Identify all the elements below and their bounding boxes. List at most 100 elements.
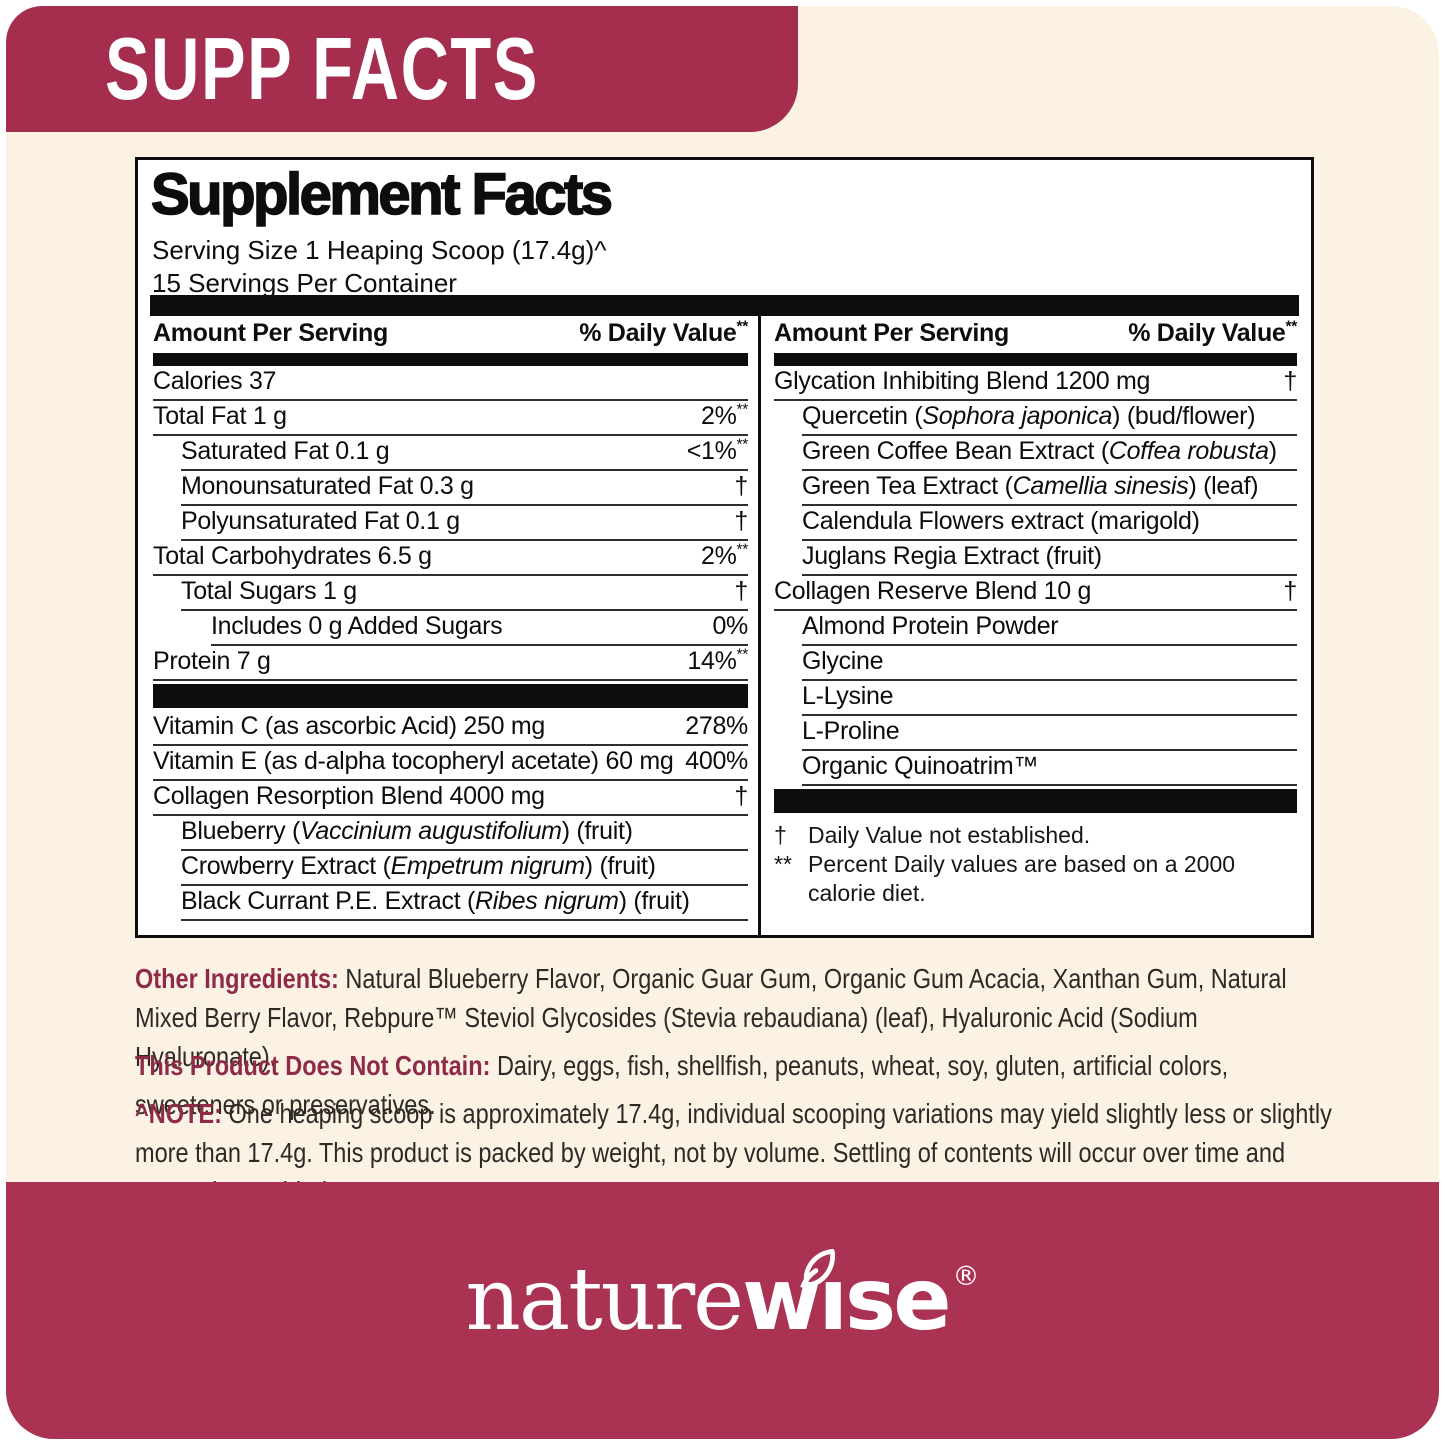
brand-light-text: nature: [465, 1250, 744, 1350]
table-row: Polyunsaturated Fat 0.1 g †: [181, 506, 748, 541]
footnotes: † Daily Value not established. ** Percent D…: [774, 821, 1297, 908]
daily-value: 278%: [685, 712, 748, 740]
other-ingredients-label: Other Ingredients:: [135, 963, 339, 994]
supp-facts-tab: SUPP FACTS: [6, 6, 798, 132]
table-row: Juglans Regia Extract (fruit): [802, 541, 1297, 576]
facts-column-left: Amount Per Serving % Daily Value** Calor…: [153, 316, 758, 935]
does-not-contain-paragraph: This Product Does Not Contain: Dairy, eg…: [135, 1046, 1335, 1124]
footnote-line: ** Percent Daily values are based on a 20…: [774, 850, 1297, 908]
header-divider-bar: [774, 353, 1297, 366]
ingredient-name: Vitamin C (as ascorbic Acid) 250 mg: [153, 712, 545, 740]
leaf-icon: [796, 1215, 843, 1305]
ingredient-name: Protein 7 g: [153, 647, 271, 675]
table-row: Total Carbohydrates 6.5 g 2%**: [153, 541, 748, 576]
tab-title: SUPP FACTS: [105, 19, 539, 118]
ingredient-name: Collagen Reserve Blend 10 g: [774, 577, 1092, 605]
table-row: Green Tea Extract (Camellia sinesis) (le…: [802, 471, 1297, 506]
does-not-contain-label: This Product Does Not Contain:: [135, 1050, 491, 1081]
section-divider-bar: [153, 684, 748, 708]
brand-band: naturewıse ®: [6, 1182, 1439, 1439]
ingredient-name: Crowberry Extract (Empetrum nigrum) (fru…: [181, 852, 656, 880]
daily-value: 0%: [712, 612, 748, 640]
supplement-facts-panel: Supplement Facts Serving Size 1 Heaping …: [135, 157, 1314, 938]
note-label: ^NOTE:: [135, 1098, 222, 1129]
ingredient-name: Vitamin E (as d-alpha tocopheryl acetate…: [153, 747, 674, 775]
facts-column-right: Amount Per Serving % Daily Value** Glyca…: [758, 316, 1301, 935]
amount-per-serving-header: Amount Per Serving: [153, 319, 388, 347]
table-row: Vitamin C (as ascorbic Acid) 250 mg 278%: [153, 711, 748, 746]
table-row: Quercetin (Sophora japonica) (bud/flower…: [802, 401, 1297, 436]
naturewise-logo: naturewıse ®: [465, 1248, 980, 1343]
ingredient-name: Organic Quinoatrim™: [802, 752, 1039, 780]
table-row: Blueberry (Vaccinium augustifolium) (fru…: [181, 816, 748, 851]
daily-value: †: [734, 472, 748, 500]
ingredient-name: L-Proline: [802, 717, 900, 745]
ingredient-name: Quercetin (Sophora japonica) (bud/flower…: [802, 402, 1256, 430]
label-card: SUPP FACTS Supplement Facts Serving Size…: [6, 6, 1439, 1439]
registered-mark: ®: [952, 1261, 980, 1292]
ingredient-name: Total Sugars 1 g: [181, 577, 357, 605]
facts-columns: Amount Per Serving % Daily Value** Calor…: [153, 316, 1301, 935]
daily-value: †: [1283, 577, 1297, 605]
footnote-line: † Daily Value not established.: [774, 821, 1297, 850]
amount-per-serving-header: Amount Per Serving: [774, 319, 1009, 347]
daily-value: 2%**: [700, 541, 748, 570]
other-ingredients-text: Natural Blueberry Flavor, Organic Guar G…: [135, 963, 1287, 1072]
table-row: Calories 37: [153, 366, 748, 401]
ingredient-name: Almond Protein Powder: [802, 612, 1059, 640]
table-row: Total Fat 1 g 2%**: [153, 401, 748, 436]
daily-value: <1%**: [686, 436, 749, 465]
ingredient-name: Polyunsaturated Fat 0.1 g: [181, 507, 460, 535]
table-row: Collagen Resorption Blend 4000 mg †: [153, 781, 748, 816]
daily-value: †: [734, 782, 748, 810]
ingredient-name: Glycation Inhibiting Blend 1200 mg: [774, 367, 1151, 395]
brand-bold-text: wıse: [742, 1248, 952, 1343]
top-divider-bar: [150, 295, 1299, 316]
ingredient-name: Black Currant P.E. Extract (Ribes nigrum…: [181, 887, 690, 915]
table-row: L-Proline: [802, 716, 1297, 751]
does-not-contain-text: Dairy, eggs, fish, shellfish, peanuts, w…: [135, 1050, 1229, 1120]
servings-per-container-text: 15 Servings Per Container: [152, 268, 457, 298]
daily-value-header: % Daily Value**: [579, 318, 748, 347]
footnote-mark: **: [774, 851, 792, 877]
daily-value: †: [734, 507, 748, 535]
table-row: Collagen Reserve Blend 10 g †: [774, 576, 1297, 611]
table-row: Glycation Inhibiting Blend 1200 mg †: [774, 366, 1297, 401]
ingredient-name: Total Carbohydrates 6.5 g: [153, 542, 432, 570]
table-row: Total Sugars 1 g †: [181, 576, 748, 611]
daily-value-header: % Daily Value**: [1128, 318, 1297, 347]
table-row: Monounsaturated Fat 0.3 g †: [181, 471, 748, 506]
section-divider-bar: [774, 789, 1297, 813]
table-row: Protein 7 g 14%**: [153, 646, 748, 681]
table-row: Saturated Fat 0.1 g <1%**: [181, 436, 748, 471]
ingredient-name: Green Tea Extract (Camellia sinesis) (le…: [802, 472, 1259, 500]
table-row: L-Lysine: [802, 681, 1297, 716]
other-ingredients-paragraph: Other Ingredients: Natural Blueberry Fla…: [135, 959, 1335, 1076]
footnote-text: Daily Value not established.: [808, 822, 1091, 848]
serving-size-text: Serving Size 1 Heaping Scoop (17.4g)^: [152, 235, 607, 265]
ingredient-name: Juglans Regia Extract (fruit): [802, 542, 1102, 570]
nutrient-rows-right: Glycation Inhibiting Blend 1200 mg † Querc…: [774, 366, 1297, 813]
table-row: Black Currant P.E. Extract (Ribes nigrum…: [181, 886, 748, 921]
note-paragraph: ^NOTE: One heaping scoop is approximatel…: [135, 1094, 1335, 1211]
footnote-text: Percent Daily values are based on a 2000…: [808, 851, 1236, 906]
daily-value: 2%**: [700, 401, 748, 430]
does-not-contain-section: This Product Does Not Contain: Dairy, eg…: [135, 1046, 1335, 1124]
table-row: Includes 0 g Added Sugars 0%: [211, 611, 748, 646]
ingredient-name: L-Lysine: [802, 682, 894, 710]
ingredient-name: Blueberry (Vaccinium augustifolium) (fru…: [181, 817, 633, 845]
ingredient-name: Green Coffee Bean Extract (Coffea robust…: [802, 437, 1277, 465]
brand-bold-word: wıse: [742, 1250, 951, 1350]
daily-value: †: [1283, 367, 1297, 395]
table-row: Glycine: [802, 646, 1297, 681]
ingredient-name: Collagen Resorption Blend 4000 mg: [153, 782, 545, 810]
daily-value: 400%: [685, 747, 748, 775]
table-row: Organic Quinoatrim™: [802, 751, 1297, 786]
ingredient-name: Calendula Flowers extract (marigold): [802, 507, 1200, 535]
note-text: One heaping scoop is approximately 17.4g…: [135, 1098, 1332, 1207]
other-ingredients-section: Other Ingredients: Natural Blueberry Fla…: [135, 959, 1335, 1076]
header-divider-bar: [153, 353, 748, 366]
table-row: Vitamin E (as d-alpha tocopheryl acetate…: [153, 746, 748, 781]
daily-value: 14%**: [687, 646, 748, 675]
